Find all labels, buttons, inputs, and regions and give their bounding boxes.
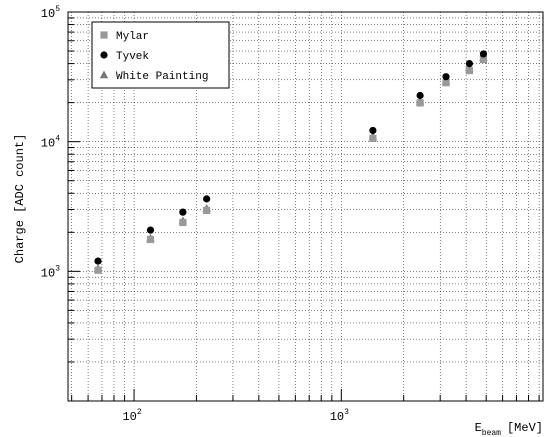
data-point-tyvek	[94, 257, 102, 265]
legend-label-tyvek: Tyvek	[116, 51, 149, 63]
x-tick-labels: 102 103	[122, 408, 349, 424]
legend-marker-mylar	[100, 31, 108, 39]
data-points	[93, 50, 488, 274]
data-point-mylar	[94, 266, 102, 274]
data-point-tyvek	[479, 50, 488, 58]
data-point-tyvek	[146, 226, 155, 234]
plot-frame	[67, 11, 544, 402]
data-point-mylar	[146, 235, 155, 244]
y-tick-labels: 103 104 105	[41, 5, 60, 280]
legend-label-white-painting: White Painting	[116, 71, 208, 83]
data-point-mylar	[479, 55, 488, 64]
data-point-mylar	[203, 206, 211, 215]
y-tick-label: 105	[41, 5, 60, 21]
y-tick-label: 103	[41, 264, 60, 280]
data-point-tyvek	[179, 208, 187, 216]
data-point-tyvek	[416, 91, 424, 100]
data-point-tyvek	[442, 73, 450, 81]
legend-marker-tyvek	[100, 51, 108, 59]
data-point-mylar	[442, 79, 450, 87]
legend-box	[91, 21, 230, 89]
data-point-tyvek	[203, 195, 211, 203]
y-tick-label: 104	[41, 135, 60, 151]
axis-ticks	[68, 11, 540, 402]
x-axis-label-unit: [MeV]	[507, 421, 543, 435]
data-point-mylar	[416, 99, 424, 107]
grid	[68, 11, 543, 402]
data-point-tyvek	[465, 59, 474, 68]
data-point-tyvek	[369, 126, 377, 135]
data-point-mylar	[369, 134, 377, 142]
legend-label-mylar: Mylar	[116, 31, 149, 43]
legend-marker-white-painting	[99, 70, 109, 79]
x-tick-label: 102	[122, 408, 141, 424]
x-axis-label-subscript: beam	[482, 429, 501, 437]
x-axis-label-main: E	[475, 421, 482, 435]
x-axis-label: Ebeam [MeV]	[475, 421, 543, 437]
data-point-mylar	[179, 218, 187, 227]
y-axis-label: Charge [ADC count]	[13, 134, 27, 264]
data-point-mylar	[465, 67, 474, 75]
x-tick-label: 103	[330, 408, 349, 424]
legend: Mylar Tyvek White Painting	[91, 21, 230, 89]
